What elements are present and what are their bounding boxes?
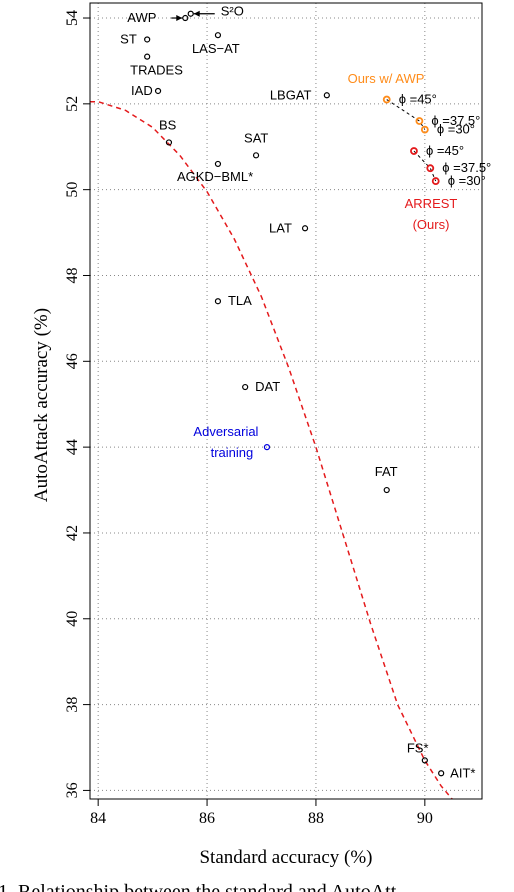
y-axis-title: AutoAttack accuracy (%) xyxy=(31,308,52,502)
y-tick-label: 44 xyxy=(64,439,81,455)
baseline-point-label: S²O xyxy=(221,4,244,19)
baseline-point xyxy=(187,10,194,17)
arrest-series-label-line2: (Ours) xyxy=(413,217,450,232)
arrest-point xyxy=(431,177,440,185)
baseline-point xyxy=(252,152,260,159)
point-layer xyxy=(144,10,445,777)
awp-arrow-head xyxy=(176,15,183,22)
arrest-point xyxy=(426,164,435,173)
baseline-point xyxy=(144,36,151,43)
baseline-point-label: FS* xyxy=(407,740,429,755)
x-axis-ticks: 84 86 88 90 xyxy=(90,799,433,827)
label-layer: AWP S²O ST LAS−AT TRADES IAD LBGAT BS SAT AGKD−BM… xyxy=(120,4,491,781)
y-tick-label: 42 xyxy=(64,525,81,541)
x-tick-label: 88 xyxy=(308,810,324,827)
ours-awp-connector xyxy=(386,99,426,130)
baseline-point xyxy=(182,14,189,22)
ours-awp-point-label: ϕ =37.5° xyxy=(431,113,480,128)
adversarial-training-label-line1: Adversarial xyxy=(193,424,258,439)
x-tick-label: 86 xyxy=(199,810,215,827)
ours-awp-point xyxy=(382,95,391,104)
plot-frame xyxy=(89,2,483,800)
baseline-point-label: LAS−AT xyxy=(192,41,240,56)
ours-awp-point-label: ϕ =45° xyxy=(399,92,437,107)
baseline-point xyxy=(438,770,445,777)
baseline-point xyxy=(214,160,222,168)
baseline-point-label: SAT xyxy=(244,130,268,145)
arrest-point-label: ϕ =45° xyxy=(426,143,464,158)
trend-layer xyxy=(90,100,453,800)
adversarial-training-label-line2: training xyxy=(211,445,254,460)
baseline-point xyxy=(154,87,162,95)
baseline-point xyxy=(323,92,330,99)
y-tick-label: 36 xyxy=(64,782,81,798)
y-tick-label: 54 xyxy=(64,10,81,26)
x-tick-label: 90 xyxy=(417,810,433,827)
grid-lines xyxy=(90,3,482,799)
y-tick-label: 38 xyxy=(64,697,81,713)
arrest-point xyxy=(410,147,418,155)
arrest-series-label-line1: ARREST xyxy=(405,196,458,211)
baseline-point xyxy=(214,298,222,305)
y-tick-label: 46 xyxy=(64,353,81,369)
baseline-point-label: ST xyxy=(120,31,137,46)
ours-awp-point xyxy=(415,117,424,125)
baseline-point-label: IAD xyxy=(131,83,153,98)
arrest-connector xyxy=(413,150,437,182)
ours-awp-point xyxy=(420,125,429,134)
trend-curve xyxy=(90,100,453,800)
baseline-point xyxy=(383,486,390,494)
baseline-point xyxy=(165,139,173,146)
baseline-point-label: AWP xyxy=(127,10,156,25)
adversarial-training-point xyxy=(263,444,271,451)
x-axis-title: Standard accuracy (%) xyxy=(199,847,372,868)
x-tick-label: 84 xyxy=(90,810,106,827)
baseline-point xyxy=(144,53,151,60)
baseline-point-label: AIT* xyxy=(450,765,475,780)
caption-fragment: 1. Relationship between the standard and… xyxy=(0,881,397,892)
baseline-point-label: AGKD−BML* xyxy=(177,169,253,184)
baseline-point-label: BS xyxy=(159,117,177,132)
baseline-point xyxy=(301,225,309,232)
baseline-point-label: TRADES xyxy=(130,63,183,78)
baseline-point xyxy=(421,757,428,764)
arrest-point-label: ϕ =30° xyxy=(448,173,486,188)
baseline-point-label: DAT xyxy=(255,379,280,394)
baseline-point-label: FAT xyxy=(375,464,398,479)
arrest-point-label: ϕ =37.5° xyxy=(442,160,491,175)
y-tick-label: 48 xyxy=(64,267,81,283)
ours-awp-point-label: ϕ =30° xyxy=(437,122,475,137)
baseline-point xyxy=(242,383,249,391)
s2o-arrow-head xyxy=(193,10,200,17)
baseline-point-label: LAT xyxy=(269,220,292,235)
baseline-point-label: LBGAT xyxy=(270,87,312,102)
y-tick-label: 52 xyxy=(64,96,81,112)
baseline-point-label: TLA xyxy=(228,293,252,308)
baseline-point xyxy=(214,32,222,39)
y-axis-ticks: 36 38 40 42 44 46 48 50 52 54 xyxy=(64,10,90,798)
ours-awp-series-label: Ours w/ AWP xyxy=(348,71,425,86)
y-tick-label: 50 xyxy=(64,182,81,198)
y-tick-label: 40 xyxy=(64,611,81,627)
